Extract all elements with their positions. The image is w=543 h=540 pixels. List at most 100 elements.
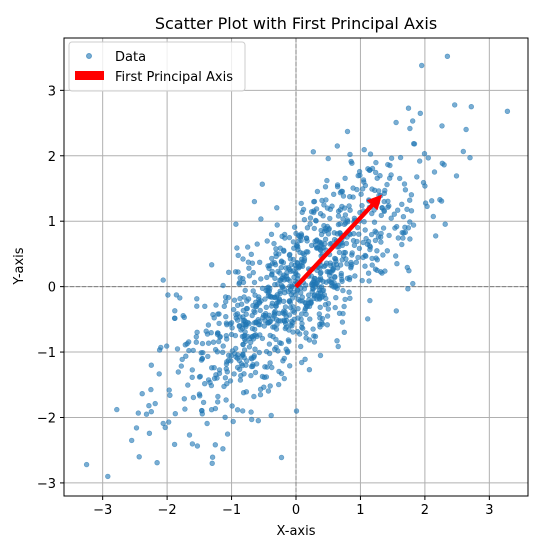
scatter-point xyxy=(267,294,273,300)
scatter-point xyxy=(324,322,330,328)
scatter-point xyxy=(343,220,349,226)
scatter-point xyxy=(190,394,197,401)
scatter-point xyxy=(146,430,153,436)
scatter-point xyxy=(333,261,340,268)
scatter-point xyxy=(278,454,285,461)
scatter-point xyxy=(362,227,368,233)
scatter-point xyxy=(327,215,333,222)
scatter-point xyxy=(433,233,439,239)
scatter-point xyxy=(287,322,294,328)
scatter-point xyxy=(299,359,305,366)
scatter-point xyxy=(135,410,142,416)
scatter-point xyxy=(234,407,241,413)
scatter-point xyxy=(368,231,375,238)
scatter-point xyxy=(259,181,265,187)
scatter-point xyxy=(310,326,316,332)
scatter-point xyxy=(189,367,196,373)
scatter-point xyxy=(164,343,170,349)
scatter-point xyxy=(314,188,321,195)
scatter-point xyxy=(300,325,306,332)
legend-label-arrow: First Principal Axis xyxy=(115,70,233,85)
scatter-point xyxy=(395,207,401,213)
scatter-point xyxy=(311,199,317,205)
scatter-point xyxy=(323,197,329,203)
scatter-point xyxy=(381,190,387,197)
y-axis-label: Y-axis xyxy=(12,247,27,285)
scatter-point xyxy=(267,383,273,389)
scatter-point xyxy=(148,409,155,415)
scatter-point xyxy=(307,215,314,221)
scatter-point xyxy=(234,355,241,361)
scatter-point xyxy=(382,268,388,274)
scatter-point xyxy=(306,292,312,298)
scatter-point xyxy=(246,344,253,350)
scatter-point xyxy=(286,252,293,258)
scatter-point xyxy=(216,320,222,327)
scatter-point xyxy=(313,206,320,212)
scatter-point xyxy=(282,231,288,238)
scatter-point xyxy=(237,377,244,383)
scatter-point xyxy=(233,221,239,227)
scatter-point xyxy=(411,141,418,147)
scatter-point xyxy=(240,408,246,414)
scatter-point xyxy=(373,229,379,236)
y-tick-label: 0 xyxy=(48,281,56,296)
scatter-point xyxy=(334,231,340,237)
scatter-point xyxy=(312,284,318,290)
scatter-point xyxy=(234,311,241,317)
scatter-point xyxy=(260,312,267,318)
scatter-point xyxy=(324,177,330,184)
scatter-point xyxy=(407,125,413,132)
chart-title: Scatter Plot with First Principal Axis xyxy=(155,14,437,33)
scatter-point xyxy=(397,175,403,182)
scatter-point xyxy=(133,425,140,431)
scatter-point xyxy=(189,374,195,380)
scatter-point xyxy=(252,369,259,376)
scatter-point xyxy=(281,375,287,382)
scatter-point xyxy=(468,103,474,110)
scatter-point xyxy=(408,208,415,214)
scatter-point xyxy=(269,364,275,371)
scatter-point xyxy=(205,322,212,328)
scatter-point xyxy=(401,181,408,187)
scatter-point xyxy=(331,191,337,198)
scatter-point xyxy=(360,177,367,183)
scatter-point xyxy=(351,231,357,237)
scatter-point xyxy=(249,260,256,266)
scatter-point xyxy=(324,269,330,275)
scatter-point xyxy=(453,173,460,179)
scatter-point xyxy=(308,281,315,288)
scatter-point xyxy=(209,262,215,268)
scatter-point xyxy=(156,347,163,353)
x-tick-label: 0 xyxy=(292,503,300,518)
scatter-point xyxy=(323,260,330,266)
scatter-point xyxy=(346,203,352,209)
scatter-point xyxy=(343,256,349,262)
scatter-point xyxy=(310,149,316,155)
scatter-point xyxy=(240,341,246,348)
scatter-point xyxy=(286,327,292,333)
scatter-point xyxy=(356,245,363,252)
scatter-point xyxy=(311,339,318,345)
scatter-point xyxy=(287,287,294,293)
scatter-point xyxy=(221,303,228,309)
scatter-point xyxy=(439,123,445,129)
scatter-point xyxy=(243,389,250,395)
scatter-point xyxy=(257,259,263,265)
scatter-point xyxy=(276,381,282,388)
scatter-point xyxy=(348,259,354,266)
scatter-point xyxy=(407,197,413,203)
scatter-point xyxy=(317,352,324,359)
scatter-point xyxy=(385,161,391,168)
scatter-point xyxy=(273,326,280,332)
scatter-point xyxy=(301,252,307,258)
scatter-point xyxy=(156,371,162,377)
scatter-point xyxy=(234,317,241,323)
scatter-point xyxy=(257,307,263,314)
scatter-point xyxy=(231,297,238,303)
scatter-point xyxy=(407,236,413,242)
scatter-point xyxy=(410,280,416,287)
scatter-point xyxy=(262,364,268,370)
scatter-point xyxy=(394,261,400,267)
scatter-point xyxy=(211,365,217,371)
